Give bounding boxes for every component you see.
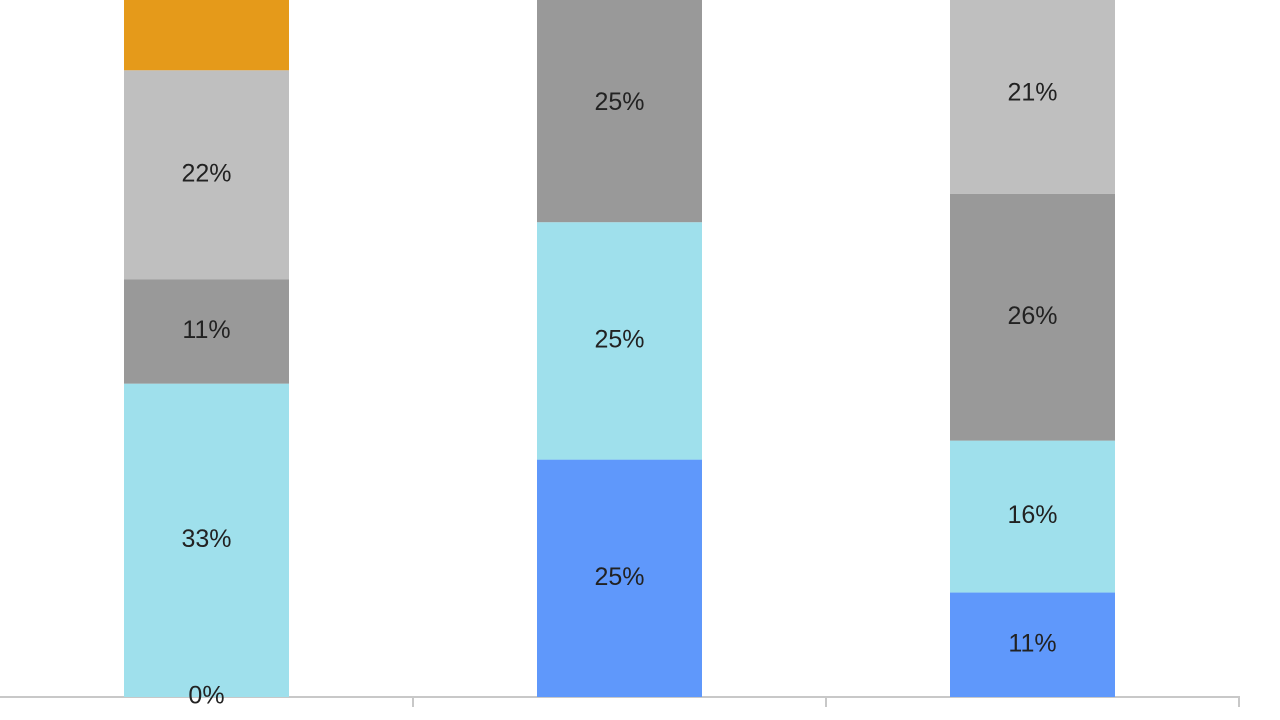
data-label: 11%: [182, 316, 230, 344]
data-label: 16%: [1007, 501, 1057, 529]
bar-segment: [537, 459, 702, 697]
data-label: 11%: [1008, 629, 1056, 657]
data-label: 25%: [594, 326, 644, 354]
data-label: 33%: [181, 525, 231, 553]
data-label: 21%: [1007, 79, 1057, 107]
bar-segment: [124, 70, 289, 280]
bar-segment: [124, 279, 289, 384]
data-label: 26%: [1007, 302, 1057, 330]
data-label: 25%: [594, 88, 644, 116]
data-label: 22%: [181, 159, 231, 187]
bar-segment: [537, 222, 702, 460]
bar-segment: [950, 440, 1115, 593]
bar-segment: [537, 0, 702, 223]
bar-segment: [950, 0, 1115, 194]
data-label: 0%: [188, 682, 224, 710]
bar-segment: [124, 0, 289, 71]
bar-segment: [124, 383, 289, 697]
data-label: 25%: [594, 563, 644, 591]
bar-segment: [950, 193, 1115, 441]
bar-segment: [950, 592, 1115, 697]
